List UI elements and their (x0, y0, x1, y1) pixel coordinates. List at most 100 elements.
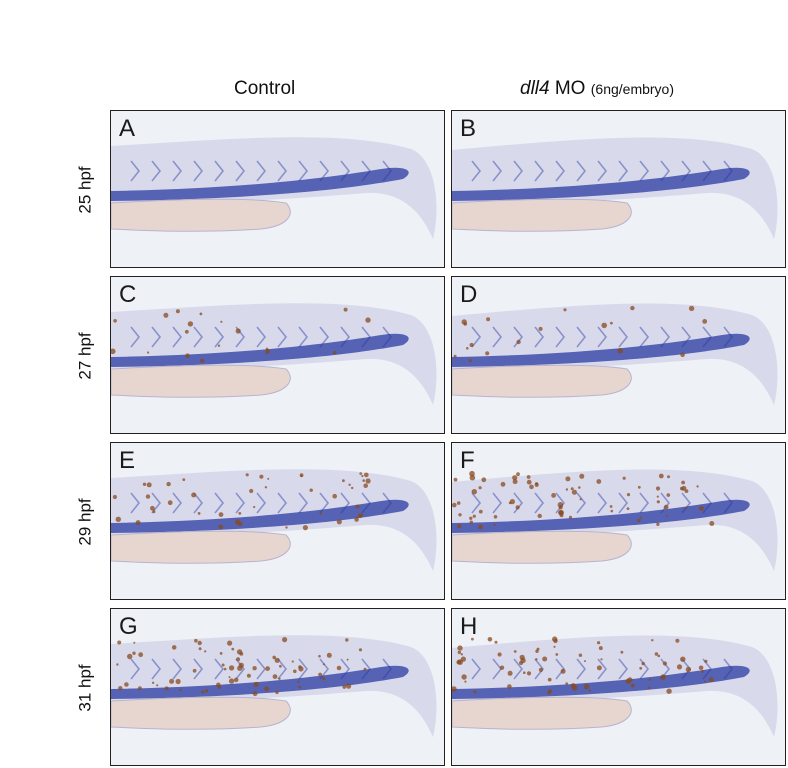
pigment-cell (236, 649, 243, 655)
panel-letter: D (460, 281, 478, 308)
pigment-cell (355, 504, 360, 509)
somite-boundary (492, 326, 503, 348)
pigment-cell (558, 505, 563, 510)
embryo-micrograph (452, 137, 778, 239)
pigment-cell (272, 655, 276, 660)
pigment-cell (657, 654, 661, 658)
pigment-cell (200, 358, 205, 364)
pigment-cell (578, 653, 583, 657)
pigment-cell (298, 665, 302, 669)
pigment-cell (113, 319, 117, 323)
somite-boundary (534, 326, 545, 348)
yolk-extension (111, 696, 291, 730)
pigment-cell (362, 479, 365, 482)
pigment-cell (680, 352, 685, 358)
somite-boundary (151, 326, 162, 348)
panel-letter: G (119, 613, 138, 640)
yolk-extension (452, 530, 632, 564)
embryo-micrograph (111, 137, 437, 239)
pigment-cell (285, 526, 288, 529)
somite-boundary (597, 326, 608, 348)
row-label-29hpf: 29 hpf (76, 498, 96, 546)
pigment-cell (221, 663, 225, 667)
pigment-cell (588, 689, 592, 692)
pigment-cell (685, 506, 688, 509)
pigment-cell (536, 647, 540, 651)
panel-e: E (110, 442, 445, 600)
column-header-control: Control (234, 78, 295, 100)
pigment-cell (227, 640, 233, 646)
pigment-cell (516, 339, 521, 345)
panel-letter: B (460, 115, 477, 142)
somite-boundary (277, 658, 288, 680)
pigment-cell (708, 677, 714, 683)
pigment-cell (535, 658, 538, 661)
somite-boundary (618, 160, 629, 182)
pigment-cell (460, 656, 466, 662)
somite-boundary (214, 160, 225, 182)
pigment-cell (252, 666, 257, 671)
pigment-cell (507, 670, 513, 676)
somite-boundary (639, 326, 650, 348)
panel-a: A (110, 110, 445, 268)
pigment-cell (346, 658, 349, 661)
pigment-cell (641, 661, 645, 666)
pigment-cell (336, 519, 342, 525)
somite-boundary (130, 492, 141, 514)
pigment-cell (264, 349, 270, 354)
somite-boundary (513, 326, 524, 348)
pigment-cell (163, 312, 169, 318)
pigment-cell (538, 326, 543, 331)
pigment-cell (478, 509, 483, 514)
pigment-cell (124, 682, 129, 687)
pigment-cell (142, 482, 147, 486)
pigment-cell (364, 472, 369, 478)
pigment-cell (245, 473, 249, 477)
pigment-cell (487, 637, 493, 642)
pigment-cell (219, 652, 223, 655)
pigment-cell (249, 488, 254, 494)
pigment-cell (578, 486, 581, 489)
pigment-cell (194, 638, 198, 643)
somite-boundary (618, 326, 629, 348)
pigment-cell (235, 328, 241, 334)
pigment-cell (191, 492, 197, 498)
panel-letter: A (119, 115, 136, 142)
pigment-cell (553, 645, 556, 648)
embryo-micrograph (452, 635, 778, 737)
pigment-cell (237, 665, 243, 671)
pigment-cell (363, 667, 367, 671)
vascular-stain (452, 167, 750, 201)
pigment-cell (680, 656, 686, 662)
pigment-cell (570, 683, 576, 689)
embryo-micrograph (452, 469, 778, 571)
pigment-cell (267, 477, 270, 480)
pigment-cell (279, 664, 282, 668)
pigment-cell (526, 479, 532, 485)
pigment-cell (570, 487, 574, 491)
somite-boundary (172, 658, 183, 680)
pigment-cell (555, 653, 559, 656)
pigment-cell (675, 638, 680, 643)
somite-boundary (492, 160, 503, 182)
somite-boundary (513, 160, 524, 182)
somite-boundary (193, 658, 204, 680)
pigment-cell (264, 486, 268, 489)
yolk-extension (452, 696, 632, 730)
somite-boundary (471, 492, 482, 514)
pigment-cell (282, 637, 288, 643)
somite-boundary (130, 658, 141, 680)
pigment-cell (192, 668, 197, 673)
pigment-cell (201, 690, 205, 694)
pigment-cell (600, 658, 603, 661)
mo-suffix-label: MO (554, 78, 586, 99)
somite-boundary (277, 326, 288, 348)
pigment-cell (135, 520, 141, 525)
somite-boundary (576, 492, 587, 514)
pigment-cell (597, 641, 601, 645)
somite-boundary (576, 160, 587, 182)
pigment-cell (453, 477, 458, 482)
pigment-cell (507, 684, 512, 689)
pigment-cell (493, 515, 498, 519)
pigment-cell (322, 676, 326, 681)
